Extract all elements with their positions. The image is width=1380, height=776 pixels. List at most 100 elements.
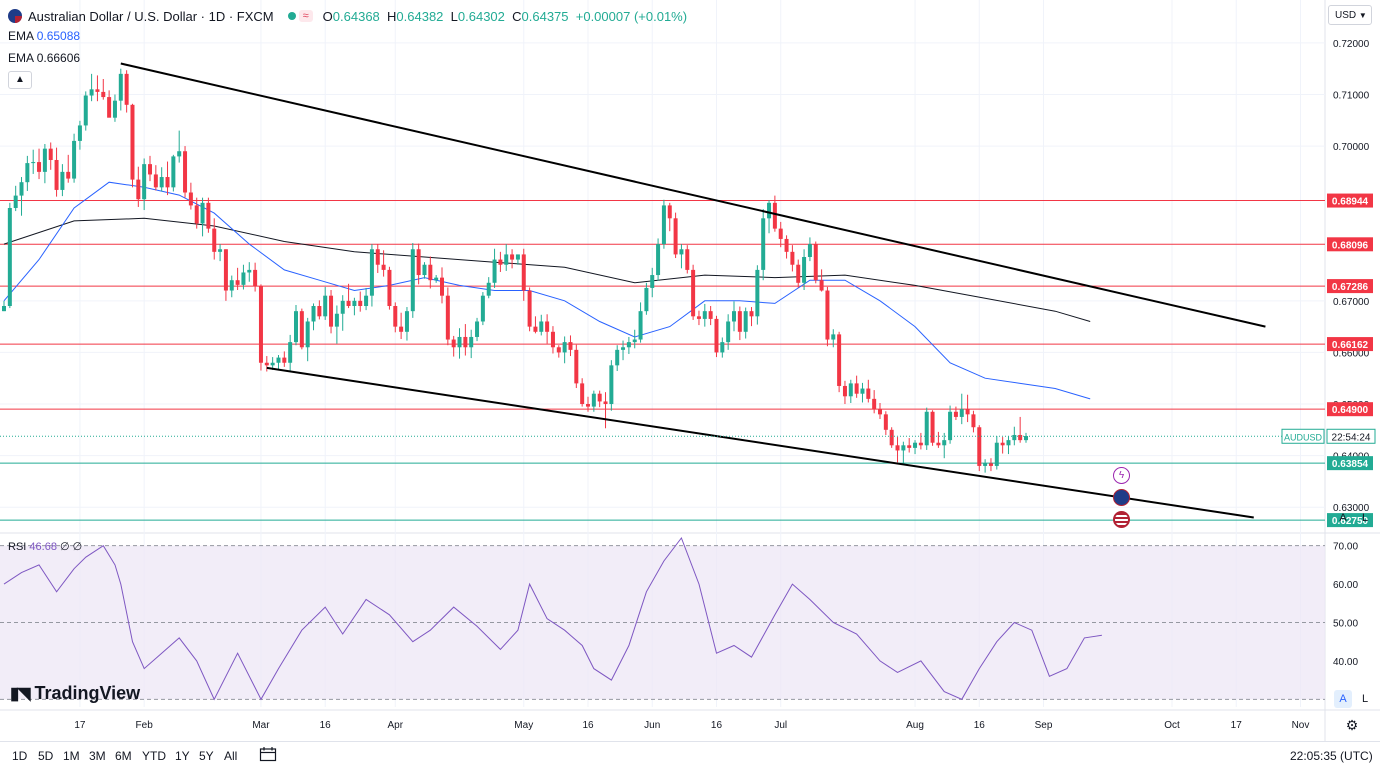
candle-body [229,280,234,291]
time-tick-label: 16 [974,720,986,731]
ema-fast-line [3,181,1091,400]
rsi-auto-scale-label: A [1339,693,1347,705]
tradingview-mark-icon: ▮◥ [10,684,30,703]
candle-body [218,249,223,252]
time-tick-label: May [514,720,533,731]
candle-body [31,162,36,164]
candle [784,235,789,259]
candle-body [907,445,912,448]
candle-body [457,336,462,348]
time-tick-label: 16 [320,720,332,731]
candle [434,275,439,283]
candle [416,243,421,285]
candle [948,405,953,444]
timeframe-1y[interactable]: 1Y [175,749,190,763]
level-tag-bg [1327,237,1373,252]
log-scale-button[interactable]: L [1356,509,1374,527]
candle [381,250,386,277]
high-value: 0.64382 [396,8,444,24]
candle-body [13,195,18,208]
candle-body [924,411,929,446]
candle-body [983,463,988,466]
timeframe-1m[interactable]: 1M [63,749,80,763]
candle-body [761,218,766,270]
candle-body [142,164,147,200]
timeframe-6m[interactable]: 6M [115,749,132,763]
timeframe-3m[interactable]: 3M [89,749,106,763]
candle-body [673,218,678,255]
calendar-range-icon[interactable] [259,746,277,762]
time-tick-label: Jul [774,720,787,731]
candle [510,249,515,269]
candle-body [206,202,211,229]
candle-body [288,342,293,363]
price-tick-label: 0.72000 [1333,39,1370,50]
time-tick-label: 16 [711,720,723,731]
candle [545,314,550,344]
collapse-legend-button[interactable]: ▲ [8,71,32,89]
candle [556,345,561,358]
timeframe-ytd[interactable]: YTD [142,749,166,763]
candle-body [66,171,71,179]
candle-body [714,318,719,353]
candle [317,300,322,320]
rsi-legend[interactable]: RSI 46.68 ∅ ∅ [8,540,82,553]
candle [235,267,240,291]
candle [498,251,503,272]
candle [550,326,555,354]
candle [2,300,6,312]
candle [294,304,298,346]
candle-body [25,163,30,183]
auto-scale-button[interactable]: A [1334,509,1352,527]
candle-body [726,321,731,343]
candle [171,154,176,192]
ema-fast-legend[interactable]: EMA 0.65088 [8,29,80,43]
wave-icon[interactable]: ≈ [298,10,313,22]
time-tick-label: Nov [1292,720,1310,731]
candle-body [317,306,322,317]
candle [930,410,935,446]
rsi-line [3,536,1102,701]
candle-body [691,269,696,317]
candle [621,340,626,361]
gear-icon[interactable]: ⚙ [1345,717,1359,733]
candle-body [574,349,579,384]
australia-flag-event-icon[interactable] [1113,489,1130,506]
symbol-badge-bg [1281,428,1325,444]
candle-body [375,249,380,265]
timeframe-all[interactable]: All [224,749,238,763]
candle [942,432,947,459]
countdown-badge-bg [1326,428,1376,444]
timeframe-5y[interactable]: 5Y [199,749,214,763]
timeframe-5d[interactable]: 5D [38,749,54,763]
currency-button[interactable]: USD ▼ [1328,5,1372,25]
us-flag-event-icon[interactable] [1113,511,1130,528]
horizontal-level-tag: 0.68944 [1327,193,1373,208]
lightning-event-icon[interactable]: ϟ [1113,467,1130,484]
rsi-log-scale-button[interactable]: L [1356,690,1374,708]
bottom-toolbar: 1D 5D 1M 3M 6M YTD 1Y 5Y All 22:05:35 (U… [0,741,1380,770]
candle-body [393,306,398,327]
utc-clock[interactable]: 22:05:35 (UTC) [1290,749,1373,763]
candle-body [159,177,164,188]
candle-body [720,342,725,353]
candle-body [130,104,135,180]
candle [422,262,427,279]
candle-body [329,295,334,327]
candle-body [136,179,141,200]
candle [983,459,988,473]
candle [229,275,234,298]
candle [848,379,853,403]
tradingview-logo[interactable]: ▮◥ TradingView [10,683,140,704]
candle-body [247,269,252,273]
rsi-auto-scale-button[interactable]: A [1334,690,1352,708]
candle [661,199,666,249]
symbol-title[interactable]: Australian Dollar / U.S. Dollar · 1D · F… [28,8,274,24]
candle-body [977,427,982,466]
ema-slow-legend[interactable]: EMA 0.66606 [8,51,80,65]
candle-body [42,148,47,172]
candle-body [498,259,503,265]
timeframe-1d[interactable]: 1D [12,749,28,763]
candle-body [615,349,620,366]
